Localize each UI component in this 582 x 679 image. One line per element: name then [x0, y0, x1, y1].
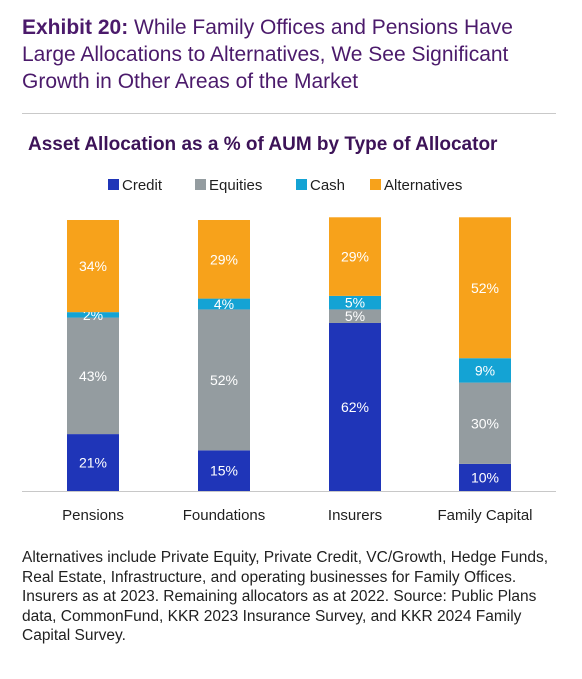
legend-swatch-equities — [195, 179, 206, 190]
legend-swatch-credit — [108, 179, 119, 190]
category-label-foundations: Foundations — [183, 507, 266, 524]
data-label-pensions-alternatives: 34% — [79, 258, 107, 274]
exhibit-title: While Family Offices and Pensions Have L… — [22, 16, 513, 93]
data-label-insurers-credit: 62% — [341, 399, 369, 415]
data-label-foundations-alternatives: 29% — [210, 251, 238, 267]
legend-swatch-cash — [296, 179, 307, 190]
data-label-pensions-credit: 21% — [79, 455, 107, 471]
divider — [22, 113, 556, 114]
bar-insurers-credit — [329, 322, 381, 491]
bar-family-capital-equities — [459, 382, 511, 464]
data-label-family-capital-equities: 30% — [471, 415, 499, 431]
category-label-family-capital: Family Capital — [437, 507, 532, 524]
bar-foundations-credit — [198, 450, 250, 491]
footnote: Alternatives include Private Equity, Pri… — [22, 549, 549, 644]
bar-foundations-cash — [198, 298, 250, 310]
data-label-foundations-cash: 4% — [214, 296, 234, 312]
data-label-pensions-equities: 43% — [79, 368, 107, 384]
category-label-insurers: Insurers — [328, 507, 382, 524]
stacked-bar-chart: Credit Equities Cash Alternatives21%43%2%34… — [22, 177, 556, 524]
bar-pensions-equities — [67, 317, 119, 435]
data-label-insurers-cash: 5% — [345, 295, 365, 311]
chart-title: Asset Allocation as a % of AUM by Type o… — [28, 134, 498, 155]
bar-insurers-cash — [329, 295, 381, 310]
bar-family-capital-credit — [459, 463, 511, 491]
data-label-insurers-equities: 5% — [345, 308, 365, 324]
bar-foundations-alternatives — [198, 220, 250, 299]
bar-pensions-credit — [67, 434, 119, 491]
data-label-family-capital-credit: 10% — [471, 469, 499, 485]
exhibit-heading: Exhibit 20: While Family Offices and Pen… — [22, 14, 562, 95]
legend-label-cash: Cash — [310, 177, 345, 194]
data-label-insurers-alternatives: 29% — [341, 249, 369, 265]
data-label-family-capital-cash: 9% — [475, 362, 495, 378]
legend-label-alternatives: Alternatives — [384, 177, 462, 194]
bar-family-capital-alternatives — [459, 217, 511, 359]
data-label-family-capital-alternatives: 52% — [471, 280, 499, 296]
bar-family-capital-cash — [459, 358, 511, 383]
bar-insurers-alternatives — [329, 217, 381, 296]
legend-swatch-alternatives — [370, 179, 381, 190]
exhibit-label: Exhibit 20: — [22, 16, 129, 39]
category-label-pensions: Pensions — [62, 507, 124, 524]
data-label-foundations-equities: 52% — [210, 372, 238, 388]
bar-insurers-equities — [329, 309, 381, 323]
legend-label-equities: Equities — [209, 177, 262, 194]
legend-label-credit: Credit — [122, 177, 163, 194]
bar-pensions-alternatives — [67, 220, 119, 313]
bar-foundations-equities — [198, 309, 250, 451]
bar-pensions-cash — [67, 312, 119, 318]
data-label-foundations-credit: 15% — [210, 463, 238, 479]
